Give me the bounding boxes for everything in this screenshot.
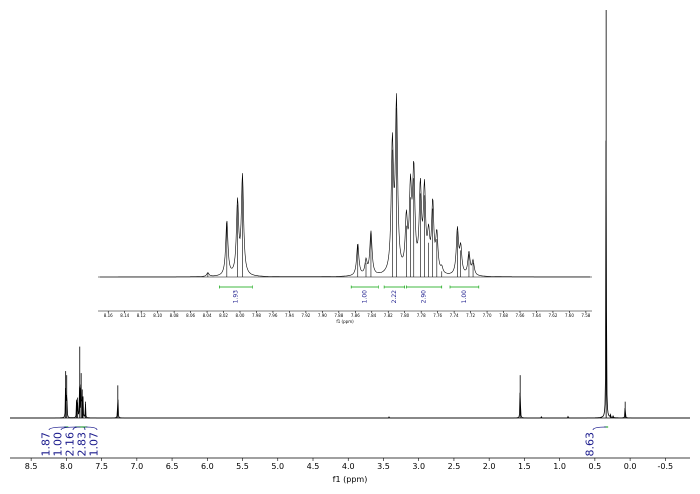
- inset-tick-label: 8.06: [186, 313, 195, 318]
- inset-tick-label: 8.04: [203, 313, 212, 318]
- main-integral-label: 1.07: [88, 432, 101, 457]
- main-tick-label: 1.0: [553, 462, 566, 471]
- inset-tick-label: 7.62: [548, 313, 557, 318]
- main-tick-label: 4.0: [342, 462, 355, 471]
- inset-tick-label: 7.86: [351, 313, 360, 318]
- main-integral-labels: 1.87 1.00 2.16 2.83 1.07 8.63: [40, 426, 609, 457]
- inset-tick-label: 7.60: [565, 313, 574, 318]
- inset-tick-label: 7.94: [285, 313, 294, 318]
- main-integral-label: 2.16: [64, 432, 77, 457]
- inset-tick-label: 7.64: [532, 313, 541, 318]
- inset-tick-label: 7.82: [384, 313, 393, 318]
- main-peaks: [65, 10, 626, 418]
- main-integral-bracket: [72, 426, 81, 431]
- main-integral-bracket: [48, 426, 67, 431]
- main-tick-label: -0.5: [658, 462, 674, 471]
- inset-tick-label: 7.78: [417, 313, 426, 318]
- inset-tick-label: 8.08: [170, 313, 179, 318]
- inset-integral-label: 1.00: [361, 290, 368, 304]
- inset-integral-label: 1.00: [461, 290, 468, 304]
- inset-tick-label: 7.84: [367, 313, 376, 318]
- main-integral-bracket: [592, 426, 607, 431]
- inset-tick-label: 8.16: [104, 313, 113, 318]
- main-tick-label: 7.5: [95, 462, 108, 471]
- inset-x-axis-label: f1 (ppm): [336, 319, 354, 324]
- main-x-ticks: 8.5 8.0 7.5 7.0 6.5 6.0 5.5 5.0 4.5 4.0 3.5 3.0 2.5 2…: [25, 458, 673, 471]
- inset-tick-label: 8.12: [137, 313, 146, 318]
- inset-tick-label: 7.76: [433, 313, 442, 318]
- main-integral-label: 1.87: [40, 432, 53, 457]
- main-tick-label: 7.0: [130, 462, 143, 471]
- main-spectrum-trace: [10, 140, 690, 419]
- main-tick-label: 2.5: [448, 462, 461, 471]
- inset-tick-label: 7.88: [334, 313, 343, 318]
- inset-tick-label: 7.98: [252, 313, 261, 318]
- inset-integrals: 1.93 1.00 2.22 2.90 1.00: [219, 285, 480, 304]
- inset-spectrum-trace: [100, 93, 590, 278]
- inset-tick-label: 8.14: [120, 313, 129, 318]
- inset-integral-label: 2.22: [391, 290, 398, 304]
- main-spectrum: 1.87 1.00 2.16 2.83 1.07 8.63 8.5 8.0 7.5 7.0 6.5…: [10, 10, 690, 484]
- main-tick-label: 6.5: [166, 462, 179, 471]
- inset-tick-label: 7.68: [499, 313, 508, 318]
- inset-integral-label: 1.93: [232, 290, 239, 304]
- main-tick-label: 3.5: [377, 462, 390, 471]
- main-integral-bracket: [85, 426, 98, 431]
- main-integral-label: 2.83: [76, 432, 89, 457]
- inset-tick-label: 7.70: [483, 313, 492, 318]
- main-tick-label: 8.0: [60, 462, 73, 471]
- inset-integral-label: 2.90: [421, 290, 428, 304]
- main-tick-label: 1.5: [518, 462, 531, 471]
- main-tick-label: 8.5: [25, 462, 38, 471]
- main-integral-label: 1.00: [52, 432, 65, 457]
- inset-spectrum: 1.93 1.00 2.22 2.90 1.00 8.16 8.14 8.12 8.10 8.0…: [98, 93, 592, 324]
- main-tick-label: 6.0: [201, 462, 214, 471]
- inset-tick-label: 7.74: [450, 313, 459, 318]
- main-tick-label: 5.5: [236, 462, 249, 471]
- inset-x-ticks: 8.16 8.14 8.12 8.10 8.08 8.06 8.04 8.02 8.00 7.98…: [104, 311, 591, 318]
- inset-tick-label: 7.90: [318, 313, 327, 318]
- inset-peaks: [207, 107, 474, 277]
- inset-tick-label: 7.58: [581, 313, 590, 318]
- main-tick-label: 5.0: [271, 462, 284, 471]
- inset-tick-label: 8.10: [153, 313, 162, 318]
- main-tick-label: 0.5: [589, 462, 602, 471]
- inset-tick-label: 8.00: [236, 313, 245, 318]
- inset-tick-label: 8.02: [219, 313, 228, 318]
- main-x-axis-label: f1 (ppm): [333, 475, 368, 484]
- inset-tick-label: 7.80: [400, 313, 409, 318]
- main-tick-label: 2.0: [483, 462, 496, 471]
- main-integral-bracket: [60, 426, 77, 431]
- main-tick-label: 3.0: [412, 462, 425, 471]
- main-integral-label: 8.63: [584, 432, 597, 457]
- inset-tick-label: 7.66: [516, 313, 525, 318]
- main-tick-label: 0.0: [624, 462, 637, 471]
- inset-tick-label: 7.92: [301, 313, 310, 318]
- inset-tick-label: 7.72: [466, 313, 475, 318]
- main-integral-bracket: [82, 426, 86, 431]
- inset-tick-label: 7.96: [268, 313, 277, 318]
- main-tick-label: 4.5: [307, 462, 320, 471]
